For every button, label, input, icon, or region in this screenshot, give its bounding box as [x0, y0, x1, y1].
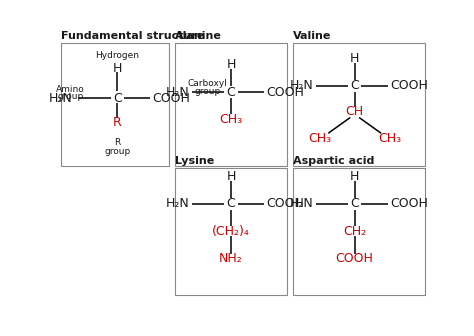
Text: C: C	[113, 92, 122, 105]
Text: H: H	[350, 52, 359, 65]
Bar	[61, 43, 170, 166]
Text: H: H	[350, 170, 359, 183]
Text: group: group	[104, 147, 130, 156]
Text: Alanine: Alanine	[175, 31, 222, 41]
Text: C: C	[350, 79, 359, 92]
Text: Valine: Valine	[292, 31, 331, 41]
Text: Amino: Amino	[56, 85, 85, 94]
Text: group: group	[57, 92, 83, 101]
Text: H: H	[226, 58, 236, 71]
Text: CH₂: CH₂	[343, 224, 366, 238]
Text: COOH: COOH	[390, 197, 428, 210]
Text: C: C	[227, 197, 236, 210]
Text: COOH: COOH	[336, 252, 374, 265]
Text: H₂N: H₂N	[49, 92, 73, 105]
Text: R: R	[113, 116, 122, 129]
Text: COOH: COOH	[152, 92, 190, 105]
Bar	[175, 43, 287, 166]
Text: CH₃: CH₃	[219, 113, 243, 126]
Text: H₂N: H₂N	[290, 197, 313, 210]
Text: NH₂: NH₂	[219, 252, 243, 265]
Text: Carboxyl: Carboxyl	[188, 80, 228, 88]
Bar	[292, 43, 425, 166]
Text: H₂N: H₂N	[166, 86, 190, 98]
Text: Lysine: Lysine	[175, 156, 214, 166]
Text: COOH: COOH	[390, 79, 428, 92]
Text: Fundamental structure: Fundamental structure	[61, 31, 204, 41]
Bar	[175, 168, 287, 295]
Text: H: H	[113, 62, 122, 75]
Text: R: R	[114, 138, 120, 147]
Text: CH₃: CH₃	[308, 132, 331, 145]
Text: C: C	[350, 197, 359, 210]
Text: COOH: COOH	[266, 86, 304, 98]
Text: H₂N: H₂N	[166, 197, 190, 210]
Text: COOH: COOH	[266, 197, 304, 210]
Text: group: group	[194, 87, 220, 96]
Text: (CH₂)₄: (CH₂)₄	[212, 224, 250, 238]
Bar	[292, 168, 425, 295]
Text: H₂N: H₂N	[290, 79, 313, 92]
Text: Aspartic acid: Aspartic acid	[292, 156, 374, 166]
Text: CH: CH	[346, 105, 364, 118]
Text: CH₃: CH₃	[378, 132, 401, 145]
Text: Hydrogen: Hydrogen	[95, 51, 139, 60]
Text: C: C	[227, 86, 236, 98]
Text: H: H	[226, 170, 236, 183]
